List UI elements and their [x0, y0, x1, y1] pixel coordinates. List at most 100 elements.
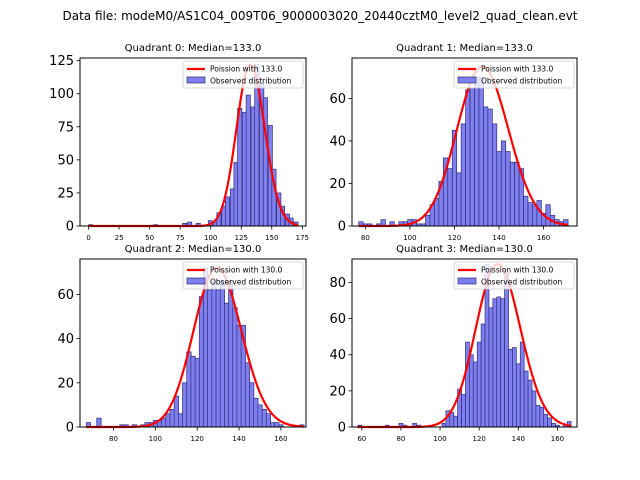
- legend-label-poisson: Poission with 133.0: [210, 65, 283, 74]
- legend-box: [453, 261, 575, 290]
- histogram-bar: [274, 422, 280, 428]
- legend-bar-swatch: [457, 277, 477, 285]
- histogram-bar: [460, 123, 466, 227]
- x-tick-label: 120: [472, 435, 485, 443]
- histogram-bar: [500, 298, 505, 428]
- figure-suptitle: Data file: modeM0/AS1C04_009T06_90000030…: [62, 9, 577, 23]
- histogram-bar: [198, 296, 205, 428]
- histogram-bar: [469, 354, 474, 428]
- y-tick-label: 25: [57, 186, 74, 201]
- histogram-bar: [491, 123, 498, 227]
- histogram-bar: [476, 341, 482, 428]
- legend-label-observed: Observed distribution: [481, 278, 562, 287]
- histogram-bar: [483, 106, 489, 227]
- histogram-bar: [425, 215, 431, 227]
- histogram-bar: [194, 358, 200, 428]
- histogram-bar: [449, 412, 455, 428]
- y-tick-label: 125: [49, 54, 74, 69]
- y-tick-label: 60: [329, 92, 346, 107]
- histogram-bar: [496, 151, 502, 227]
- histogram-bar: [527, 379, 533, 428]
- histogram-bar: [253, 397, 259, 428]
- histogram-bar: [245, 94, 251, 227]
- y-tick-label: 0: [66, 421, 74, 436]
- histogram-bar: [543, 414, 549, 428]
- histogram-bar: [236, 324, 242, 428]
- histogram-bar: [539, 406, 545, 428]
- y-tick-label: 20: [57, 376, 74, 391]
- histogram-bar: [492, 298, 498, 428]
- y-tick-label: 60: [329, 312, 346, 327]
- x-tick-label: 160: [274, 435, 287, 443]
- histogram-bar: [215, 289, 221, 428]
- legend-box: [182, 60, 304, 89]
- x-tick-label: 25: [115, 234, 124, 242]
- histogram-bar: [232, 307, 238, 428]
- x-tick-label: 160: [537, 234, 550, 242]
- histogram-bar: [434, 198, 440, 227]
- legend-box: [182, 261, 304, 290]
- y-tick-label: 100: [49, 87, 74, 102]
- legend-box: [453, 60, 575, 89]
- histogram-bar: [225, 196, 230, 227]
- histogram-bar: [441, 423, 447, 428]
- histogram-bar: [178, 413, 184, 428]
- histogram-bar: [453, 415, 459, 428]
- histogram-bar: [219, 280, 225, 428]
- x-tick-label: 80: [109, 435, 118, 443]
- histogram-bar: [207, 289, 213, 428]
- x-tick-label: 100: [403, 234, 416, 242]
- histogram-bar: [257, 404, 263, 428]
- histogram-bar: [249, 382, 255, 428]
- legend-label-poisson: Poission with 133.0: [481, 65, 554, 74]
- y-tick-label: 60: [57, 288, 74, 303]
- y-tick-label: 75: [57, 120, 74, 135]
- x-tick-label: 160: [551, 435, 564, 443]
- x-tick-label: 150: [265, 234, 278, 242]
- histogram-bar: [504, 273, 509, 428]
- histogram-bar: [535, 404, 541, 428]
- axes-frame: [79, 258, 307, 428]
- histogram-bar: [496, 296, 502, 428]
- x-tick-label: 0: [86, 234, 90, 242]
- histogram-bar: [447, 168, 453, 227]
- histogram-bar: [270, 422, 276, 428]
- legend-label-poisson: Poission with 130.0: [210, 266, 283, 275]
- histogram-bar: [472, 361, 478, 428]
- histogram-bar: [244, 362, 251, 428]
- legend: Poission with 130.0 Observed distribution: [453, 261, 575, 290]
- panel-quadrant-0: Quadrant 0: Median=133.0 0 25 50 75 100 125 0 25…: [49, 43, 309, 242]
- panel-title: Quadrant 3: Median=130.0: [396, 244, 533, 255]
- x-tick-label: 50: [145, 234, 154, 242]
- histogram-bar: [519, 341, 525, 428]
- panel-quadrant-1: Quadrant 1: Median=133.0 0 20 40 60 80 100 120 1…: [329, 43, 578, 242]
- histogram-bar: [461, 394, 466, 428]
- x-tick-label: 100: [149, 435, 162, 443]
- histogram-bar: [551, 423, 556, 428]
- histogram-bar: [190, 355, 196, 428]
- legend: Poission with 133.0 Observed distribution: [453, 60, 575, 89]
- histogram-bar: [165, 413, 171, 428]
- histogram-bar: [523, 195, 529, 227]
- legend-label-observed: Observed distribution: [210, 77, 291, 86]
- histogram-bar: [228, 280, 234, 428]
- x-tick-label: 175: [296, 234, 309, 242]
- histogram-bar: [237, 107, 243, 227]
- histogram-bar: [514, 161, 520, 227]
- y-tick-label: 0: [338, 220, 346, 235]
- y-tick-label: 80: [329, 276, 346, 291]
- legend-label-poisson: Poission with 130.0: [481, 266, 554, 275]
- legend-bar-swatch: [186, 277, 206, 285]
- legend-bar-swatch: [186, 76, 206, 84]
- y-tick-label: 40: [57, 332, 74, 347]
- histogram-bar: [211, 280, 217, 428]
- panel-title: Quadrant 2: Median=130.0: [125, 244, 262, 255]
- axes-frame: [351, 57, 578, 227]
- panel-title: Quadrant 1: Median=133.0: [396, 43, 533, 54]
- y-tick-label: 0: [338, 421, 346, 436]
- histogram-bar: [488, 307, 494, 428]
- x-tick-label: 140: [512, 435, 525, 443]
- x-tick-label: 120: [448, 234, 461, 242]
- histogram-bar: [169, 408, 175, 428]
